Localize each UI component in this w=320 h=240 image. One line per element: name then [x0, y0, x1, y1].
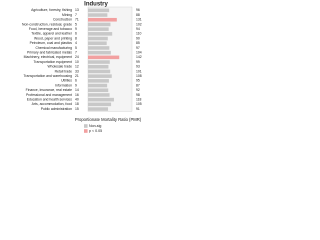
bar: [88, 36, 108, 41]
row-label: Education and health services: [27, 98, 73, 102]
legend-label: p < 0.05: [89, 129, 102, 133]
legend-label: Non-sig: [89, 124, 101, 128]
row-label: Mining: [62, 13, 72, 17]
n-value: 15: [75, 107, 79, 111]
bar: [88, 69, 111, 74]
n-value: 24: [75, 55, 79, 59]
value-label: 118: [136, 98, 142, 102]
row-label: Non-construction, residual, grade: [22, 22, 72, 26]
n-value: 21: [75, 74, 79, 78]
row-label: Transportation equipment: [33, 60, 72, 64]
row-label: Public administration: [41, 107, 72, 111]
row-label: Petroleum, coal and plastics: [30, 41, 73, 45]
bar: [88, 97, 114, 102]
value-label: 90: [136, 36, 140, 40]
n-value: 10: [75, 60, 79, 64]
bar: [88, 17, 117, 22]
n-value: 40: [75, 98, 79, 102]
value-label: 88: [136, 13, 140, 17]
bar: [88, 41, 107, 46]
row-label: Transportation and warehousing: [23, 74, 72, 78]
n-value: 6: [75, 32, 77, 36]
value-label: 85: [136, 41, 140, 45]
legend-swatch: [84, 129, 88, 133]
value-label: 110: [136, 32, 142, 36]
n-value: 7: [75, 13, 77, 17]
n-value: 13: [75, 8, 79, 12]
row-label: Finance, insurance, real estate: [26, 88, 72, 92]
value-label: 91: [136, 107, 140, 111]
value-label: 102: [136, 22, 142, 26]
bar: [88, 64, 109, 69]
row-label: Agriculture, forestry, fishing: [31, 8, 72, 12]
value-label: 94: [136, 27, 140, 31]
row-label: Arts, accommodation, food: [32, 102, 72, 106]
row-label: Textile, apparel and leather: [31, 32, 73, 36]
row-label: Primary and fabricated metals: [27, 51, 72, 55]
bar: [88, 107, 109, 111]
value-label: 105: [136, 102, 142, 106]
bar: [88, 79, 109, 83]
value-label: 98: [136, 93, 140, 97]
value-label: 96: [136, 8, 140, 12]
chart-title: Industry: [84, 2, 108, 8]
value-label: 92: [136, 88, 140, 92]
value-label: 93: [136, 65, 140, 69]
bar: [88, 74, 112, 78]
row-label: Wood, paper and printing: [34, 36, 72, 40]
n-value: 9: [75, 83, 77, 87]
bar: [88, 83, 108, 88]
value-label: 97: [136, 46, 140, 50]
bar: [88, 22, 111, 27]
row-label: Utilities: [61, 79, 72, 83]
n-value: 71: [75, 18, 79, 22]
value-label: 101: [136, 69, 142, 73]
x-axis-label: Proportionate Mortality Ratio (PMR): [75, 117, 142, 122]
value-label: 87: [136, 83, 140, 87]
bar: [88, 93, 110, 97]
n-value: 6: [75, 79, 77, 83]
row-label: Machinery, electrical, equipment: [24, 55, 72, 59]
value-label: 142: [136, 55, 142, 59]
n-value: 14: [75, 88, 79, 92]
bar: [88, 50, 111, 55]
n-value: 5: [75, 22, 77, 26]
row-label: Wholesale trade: [47, 65, 72, 69]
value-label: 131: [136, 18, 142, 22]
row-label: Chemical manufacturing: [35, 46, 72, 50]
n-value: 4: [75, 41, 77, 45]
n-value: 7: [75, 51, 77, 55]
n-value: 9: [75, 27, 77, 31]
bar: [88, 27, 109, 31]
n-value: 12: [75, 65, 79, 69]
n-value: 33: [75, 69, 79, 73]
bar: [88, 102, 112, 107]
bar: [88, 88, 109, 93]
row-label: Retail trade: [55, 69, 72, 73]
value-label: 95: [136, 79, 140, 83]
row-label: Information: [55, 83, 72, 87]
bar: [88, 46, 110, 50]
n-value: 18: [75, 102, 79, 106]
bar: [88, 8, 110, 13]
bar: [88, 60, 110, 64]
n-value: 5: [75, 46, 77, 50]
bar: [88, 32, 113, 36]
chart: Industry Proportionate Mortality Ratio (…: [22, 2, 142, 133]
row-label: Construction: [53, 18, 72, 22]
value-label: 108: [136, 74, 142, 78]
row-label: Professional and management: [26, 93, 72, 97]
value-label: 99: [136, 60, 140, 64]
n-value: 16: [75, 93, 79, 97]
legend-swatch: [84, 124, 88, 128]
row-label: Food, beverage and tobacco: [29, 27, 72, 31]
bar: [88, 55, 120, 60]
n-value: 8: [75, 36, 77, 40]
value-label: 104: [136, 51, 142, 55]
bar: [88, 13, 108, 17]
